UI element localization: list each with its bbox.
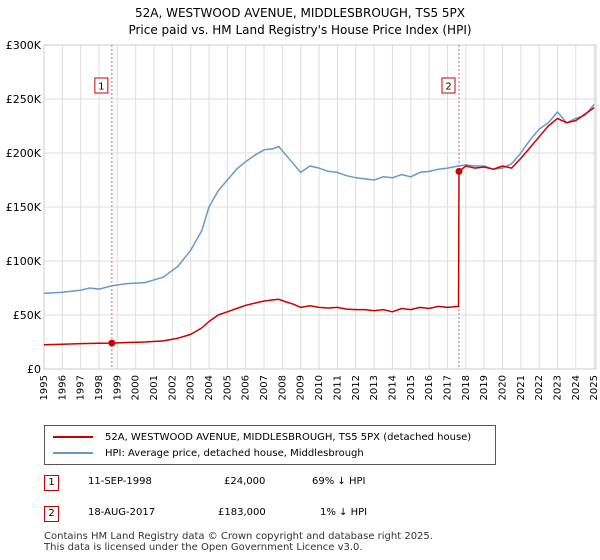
sale-date-2: 18-AUG-2017 <box>88 507 156 518</box>
x-tick-label: 2004 <box>204 375 215 400</box>
x-tick-label: 1997 <box>76 375 87 400</box>
x-tick-label: 2017 <box>442 375 453 400</box>
sale-price-2: £183,000 <box>218 507 266 518</box>
x-tick-label: 2008 <box>277 375 288 400</box>
x-tick-label: 2010 <box>314 375 325 400</box>
y-tick-label: £200K <box>6 147 42 160</box>
y-tick-label: £250K <box>6 93 42 106</box>
y-tick-label: £100K <box>6 255 42 268</box>
x-tick-label: 2015 <box>406 375 417 400</box>
property-price-line <box>43 106 595 346</box>
x-tick-label: 2025 <box>589 375 600 400</box>
chart-title: 52A, WESTWOOD AVENUE, MIDDLESBROUGH, TS5… <box>134 6 465 20</box>
sale-marker-label: 2 <box>445 82 451 93</box>
legend-property-swatch <box>53 436 93 438</box>
x-tick-label: 2006 <box>241 375 252 400</box>
y-tick-label: £50K <box>13 309 42 322</box>
x-tick-label: 2002 <box>167 375 178 400</box>
x-tick-label: 2019 <box>479 375 490 400</box>
x-tick-label: 2012 <box>351 375 362 400</box>
legend-property-label: 52A, WESTWOOD AVENUE, MIDDLESBROUGH, TS5… <box>105 431 472 443</box>
x-tick-label: 1996 <box>57 375 68 400</box>
x-tick-label: 2018 <box>461 375 472 400</box>
x-tick-label: 2001 <box>149 375 160 400</box>
sale-point <box>108 339 116 347</box>
footer-copyright: Contains HM Land Registry data © Crown c… <box>44 531 433 542</box>
x-tick-label: 2022 <box>534 375 545 400</box>
legend-item-hpi: HPI: Average price, detached house, Midd… <box>53 445 364 461</box>
x-tick-label: 2016 <box>424 375 435 400</box>
sale-marker-badge <box>94 77 109 94</box>
sale-price-1: £24,000 <box>224 476 266 487</box>
x-tick-label: 2005 <box>222 375 233 400</box>
legend-item-property: 52A, WESTWOOD AVENUE, MIDDLESBROUGH, TS5… <box>53 429 471 445</box>
x-tick-label: 2024 <box>571 375 582 400</box>
x-tick-label: 2003 <box>186 375 197 400</box>
footer-licence: This data is licensed under the Open Gov… <box>44 542 363 553</box>
chart-subtitle: Price paid vs. HM Land Registry's House … <box>128 23 472 37</box>
x-tick-label: 2011 <box>332 375 343 400</box>
price-chart: 1995 1996 1997 1998 1999 2000 2001 2002 2003 2004… <box>6 39 600 400</box>
sale-hpi-2: 1% ↓ HPI <box>320 507 368 518</box>
sale-marker-badge <box>441 77 456 94</box>
y-tick-label: £300K <box>6 39 42 52</box>
x-tick-label: 2014 <box>387 375 398 400</box>
x-tick-label: 2009 <box>296 375 307 400</box>
sale-badge-2: 2 <box>44 506 59 522</box>
chart-legend: 52A, WESTWOOD AVENUE, MIDDLESBROUGH, TS5… <box>44 425 496 465</box>
x-tick-label: 1998 <box>94 375 105 400</box>
y-tick-label: £0 <box>27 363 41 376</box>
sale-hpi-1: 69% ↓ HPI <box>312 476 366 487</box>
sale-point <box>455 167 463 175</box>
x-tick-label: 2013 <box>369 375 380 400</box>
legend-hpi-swatch <box>53 452 93 454</box>
sale-marker-label: 1 <box>98 82 104 93</box>
sale-date-1: 11-SEP-1998 <box>88 476 152 487</box>
legend-hpi-label: HPI: Average price, detached house, Midd… <box>105 447 364 459</box>
x-tick-label: 2007 <box>259 375 270 400</box>
x-tick-label: 2020 <box>497 375 508 400</box>
x-tick-label: 1995 <box>39 375 50 400</box>
y-tick-label: £150K <box>6 201 42 214</box>
sale-badge-1: 1 <box>44 475 59 491</box>
x-tick-label: 1999 <box>112 375 123 400</box>
x-tick-label: 2023 <box>552 375 563 400</box>
x-tick-label: 2000 <box>131 375 142 400</box>
x-tick-label: 2021 <box>516 375 527 400</box>
plot-frame <box>43 44 597 370</box>
hpi-line <box>43 103 595 295</box>
